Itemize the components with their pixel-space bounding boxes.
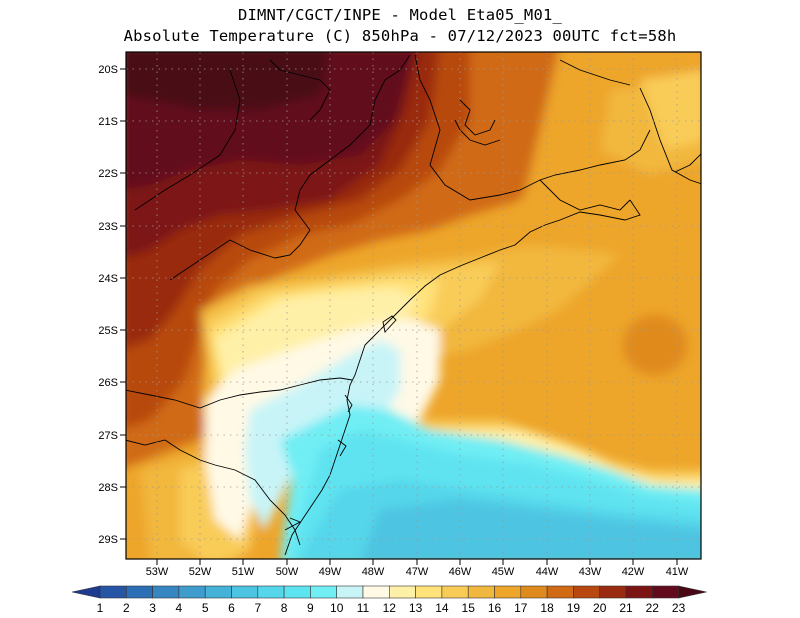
lat-label: 22S	[98, 168, 118, 180]
colorbar-cell	[310, 585, 337, 599]
lat-label: 25S	[98, 325, 118, 337]
colorbar-cell	[231, 585, 259, 599]
colorbar-label: 15	[462, 601, 476, 615]
colorbar-label: 16	[488, 601, 502, 615]
colorbar-cell	[362, 585, 390, 599]
lon-label: 41W	[666, 566, 689, 578]
lat-label: 21S	[98, 116, 118, 128]
colorbar-cell	[415, 585, 443, 599]
colorbar-arrow-low	[71, 585, 101, 599]
colorbar-labels: 1 2 3 4 5 6 7 8 9 10 11 12 13 14 15 16 17 18 19 20 21 22 23	[97, 601, 686, 615]
lat-label: 23S	[98, 221, 118, 233]
colorbar-label: 3	[149, 601, 156, 615]
colorbar-label: 2	[123, 601, 130, 615]
colorbar-label: 8	[281, 601, 288, 615]
lat-label: 26S	[98, 377, 118, 389]
temperature-field	[126, 52, 701, 559]
colorbar-cell	[599, 585, 627, 599]
lat-label: 29S	[98, 534, 118, 546]
colorbar-cell	[99, 585, 127, 599]
colorbar-label: 4	[176, 601, 183, 615]
colorbar-label: 5	[202, 601, 209, 615]
colorbar-cell	[494, 585, 522, 599]
lon-label: 44W	[536, 566, 559, 578]
lon-label: 50W	[276, 566, 299, 578]
chart-title-line2: Absolute Temperature (C) 850hPa - 07/12/…	[123, 27, 677, 45]
colorbar-cell	[178, 585, 206, 599]
colorbar-label: 22	[646, 601, 660, 615]
colorbar-cell	[441, 585, 469, 599]
colorbar-cell	[126, 585, 153, 599]
lon-label: 42W	[622, 566, 645, 578]
colorbar-label: 18	[540, 601, 554, 615]
colorbar-label: 11	[357, 601, 370, 615]
map-frame	[125, 51, 702, 560]
colorbar-label: 10	[330, 601, 344, 615]
colorbar-cell	[257, 585, 285, 599]
colorbar-label: 19	[567, 601, 581, 615]
colorbar-label: 21	[619, 601, 633, 615]
colorbar-cell	[546, 585, 574, 599]
lon-label: 53W	[146, 566, 169, 578]
colorbar-label: 9	[307, 601, 314, 615]
lon-label: 49W	[319, 566, 342, 578]
colorbar-cell	[625, 585, 653, 599]
colorbar-label: 14	[435, 601, 449, 615]
colorbar-label: 23	[672, 601, 686, 615]
chart-title-line1: DIMNT/CGCT/INPE - Model Eta05_M01_	[237, 6, 563, 24]
colorbar-cell	[283, 585, 311, 599]
lon-label: 45W	[492, 566, 515, 578]
colorbar-label: 20	[593, 601, 607, 615]
colorbar-arrow-high	[678, 585, 707, 599]
colorbar-cell	[152, 585, 180, 599]
lat-label: 28S	[98, 482, 118, 494]
colorbar-label: 13	[409, 601, 423, 615]
colorbar-cell	[520, 585, 548, 599]
lat-label: 27S	[98, 430, 118, 442]
lat-label: 20S	[98, 64, 118, 76]
colorbar-cell	[388, 585, 416, 599]
colorbar-label: 1	[97, 601, 104, 615]
colorbar-label: 6	[228, 601, 235, 615]
colorbar-label: 17	[514, 601, 528, 615]
colorbar-label: 7	[254, 601, 261, 615]
lon-label: 43W	[579, 566, 602, 578]
coastline-and-borders	[126, 54, 701, 556]
colorbar-cell	[651, 585, 679, 599]
graticule	[126, 52, 701, 559]
lon-label: 51W	[232, 566, 255, 578]
colorbar-cell	[573, 585, 601, 599]
colorbar	[71, 585, 707, 599]
lon-label: 46W	[449, 566, 472, 578]
lon-label: 52W	[189, 566, 212, 578]
lon-label: 47W	[406, 566, 429, 578]
colorbar-cell	[336, 585, 364, 599]
colorbar-cell	[467, 585, 495, 599]
colorbar-label: 12	[383, 601, 397, 615]
colorbar-cell	[204, 585, 232, 599]
lon-label: 48W	[362, 566, 385, 578]
lat-label: 24S	[98, 273, 118, 285]
